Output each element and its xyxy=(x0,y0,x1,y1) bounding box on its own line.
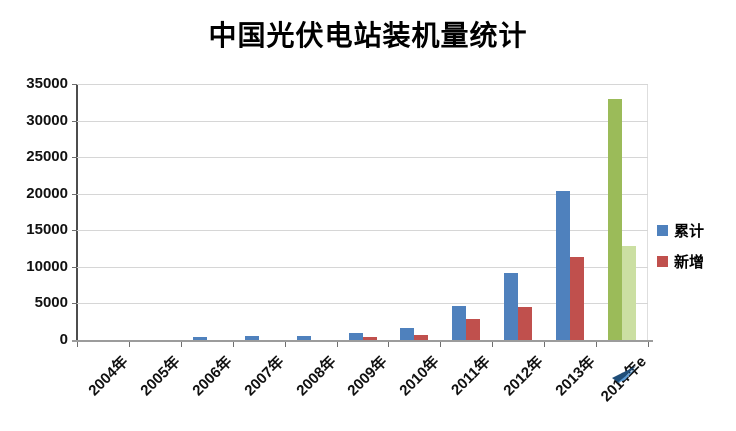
y-axis-tick-mark xyxy=(72,84,77,85)
bar-new-2013 xyxy=(570,257,585,340)
x-axis-tick-mark xyxy=(440,342,441,347)
legend-item-cumulative: 累计 xyxy=(657,222,705,240)
y-axis-tick-mark xyxy=(72,121,77,122)
bar-cumulative-2010 xyxy=(400,328,415,340)
x-axis-tick-mark xyxy=(544,342,545,347)
bar-new-2010 xyxy=(414,335,429,340)
gridline-20000 xyxy=(77,194,648,195)
bar-cumulative-2011 xyxy=(452,306,467,340)
plot-right-border xyxy=(647,84,648,340)
y-axis-tick-mark xyxy=(72,157,77,158)
x-axis-tick-mark xyxy=(77,342,78,347)
legend-label-new: 新增 xyxy=(674,253,705,271)
x-axis-tick-mark xyxy=(285,342,286,347)
legend: 累计 新增 xyxy=(657,222,705,271)
y-axis-tick-mark xyxy=(72,194,77,195)
legend-swatch-new xyxy=(657,255,668,267)
x-axis-tick-mark xyxy=(233,342,234,347)
x-axis-tick-label: 2005年 xyxy=(136,353,184,400)
legend-label-cumulative: 累计 xyxy=(674,222,705,240)
y-axis-tick-label: 30000 xyxy=(26,112,68,129)
y-axis-tick-label: 10000 xyxy=(26,258,68,275)
y-axis-tick-label: 15000 xyxy=(26,221,68,238)
x-axis-tick-mark xyxy=(596,342,597,347)
bar-cumulative-2006 xyxy=(192,337,207,340)
x-axis-tick-mark xyxy=(129,342,130,347)
x-axis-tick-mark xyxy=(388,342,389,347)
x-axis-tick-mark xyxy=(181,342,182,347)
plot-area xyxy=(72,84,653,342)
bar-new-2009 xyxy=(362,337,377,340)
bar-new-2012 xyxy=(518,307,533,340)
y-axis-tick-mark xyxy=(72,303,77,304)
bar-cumulative-2012 xyxy=(504,273,519,340)
bar-cumulative-2014e xyxy=(608,99,623,340)
x-axis-tick-label: 2004年 xyxy=(84,353,132,400)
bar-cumulative-2008 xyxy=(296,336,311,340)
x-axis-tick-label: 2006年 xyxy=(188,353,236,400)
x-axis-tick-mark xyxy=(337,342,338,347)
x-axis-tick-mark xyxy=(492,342,493,347)
x-axis-tick-label: 2013年 xyxy=(551,353,599,400)
y-axis-tick-label: 20000 xyxy=(26,185,68,202)
gridline-35000 xyxy=(77,84,648,85)
x-axis-tick-mark xyxy=(648,342,649,347)
gridline-5000 xyxy=(77,303,648,304)
x-axis-line xyxy=(72,340,653,342)
gridline-30000 xyxy=(77,121,648,122)
y-axis-tick-mark xyxy=(72,230,77,231)
bar-new-2011 xyxy=(466,319,481,340)
legend-item-new: 新增 xyxy=(657,253,705,271)
bar-new-2014e xyxy=(622,246,637,340)
gridline-10000 xyxy=(77,267,648,268)
gridline-25000 xyxy=(77,157,648,158)
y-axis-tick-label: 5000 xyxy=(34,294,68,311)
cursor-icon xyxy=(612,366,636,383)
gridline-15000 xyxy=(77,230,648,231)
y-axis-tick-label: 35000 xyxy=(26,75,68,92)
x-axis-tick-label: 2008年 xyxy=(292,353,340,400)
y-axis-line xyxy=(76,84,78,341)
bar-cumulative-2013 xyxy=(556,191,571,340)
x-axis-tick-label: 2012年 xyxy=(499,353,547,400)
x-axis-tick-label: 2011年 xyxy=(448,353,495,399)
bar-cumulative-2009 xyxy=(348,333,363,340)
chart-title: 中国光伏电站装机量统计 xyxy=(208,20,528,51)
y-axis-tick-label: 0 xyxy=(59,331,68,348)
y-axis-tick-mark xyxy=(72,267,77,268)
y-axis-tick-label: 25000 xyxy=(26,148,68,165)
legend-swatch-cumulative xyxy=(657,224,668,236)
x-axis-tick-label: 2007年 xyxy=(240,353,288,400)
x-axis-tick-label: 2010年 xyxy=(395,353,443,400)
x-axis-tick-label: 2009年 xyxy=(343,353,391,400)
bar-cumulative-2007 xyxy=(244,336,259,340)
